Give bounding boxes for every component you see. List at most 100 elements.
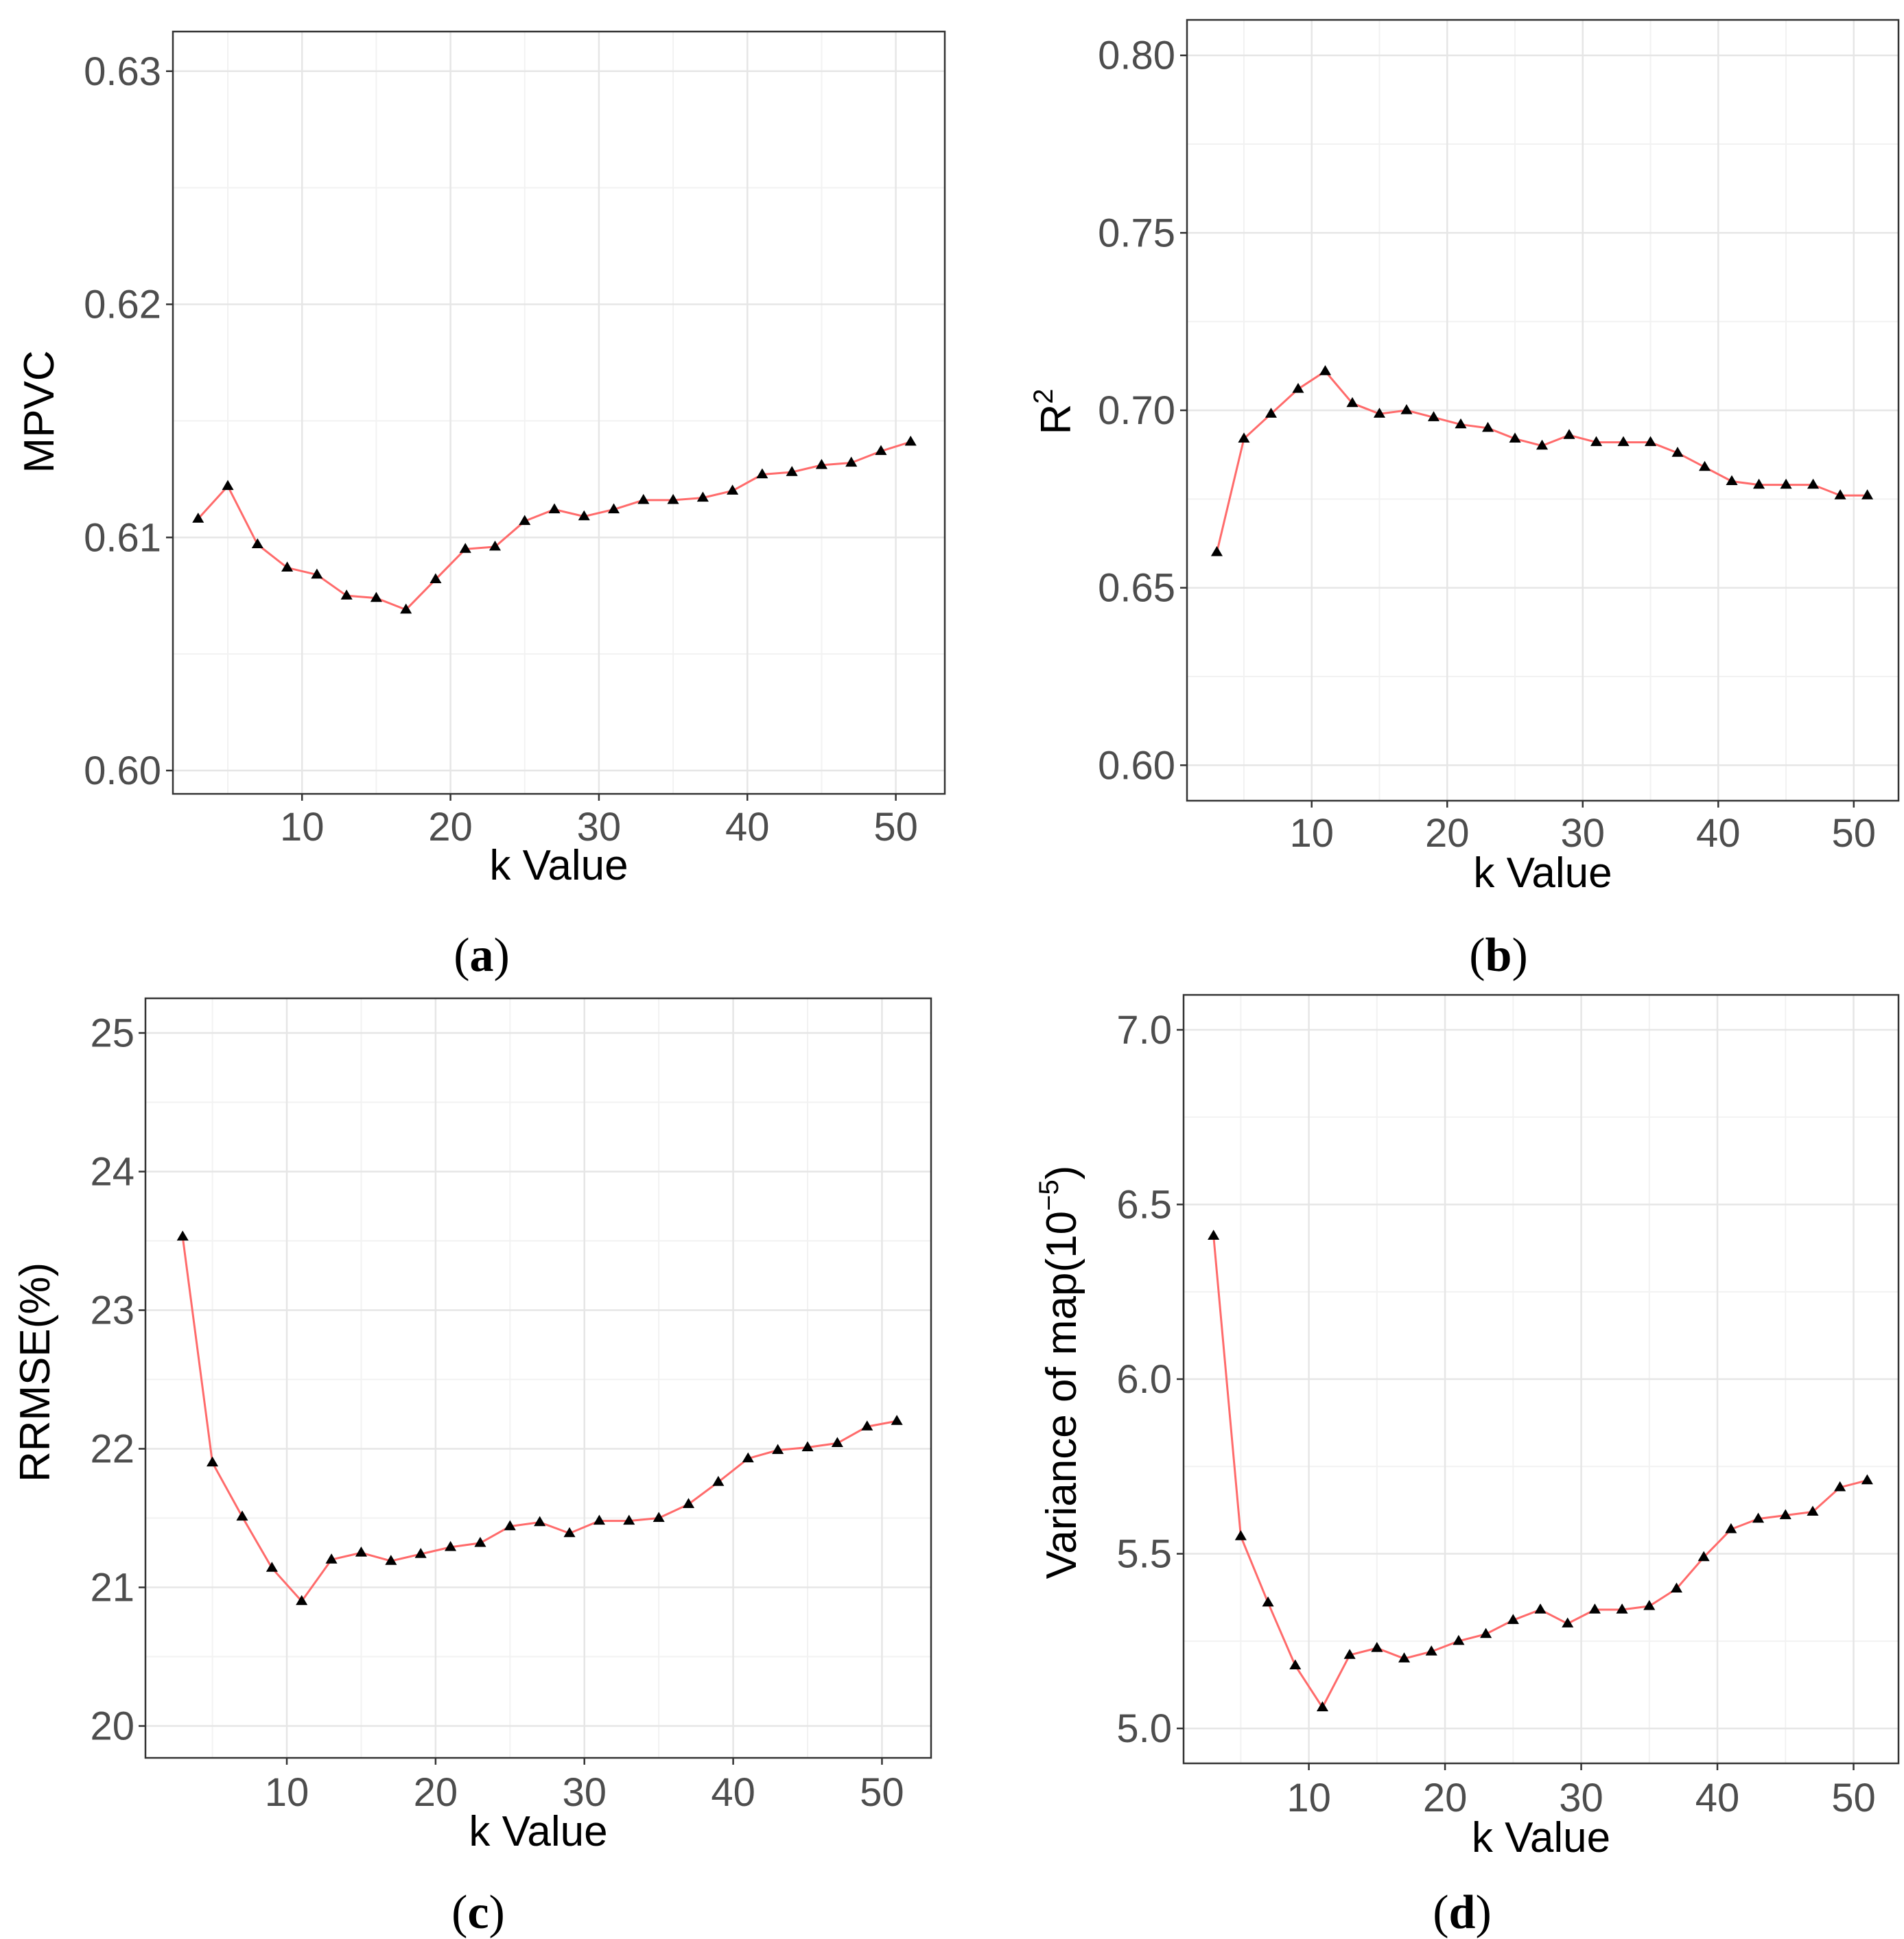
data-point-marker bbox=[578, 510, 590, 521]
data-point-marker bbox=[742, 1452, 754, 1463]
data-point-marker bbox=[1590, 436, 1603, 447]
plot-area bbox=[145, 998, 931, 1758]
data-point-marker bbox=[251, 538, 263, 548]
y-tick-label: 0.75 bbox=[1098, 211, 1175, 255]
x-axis-title: k Value bbox=[489, 842, 628, 889]
data-point-marker bbox=[623, 1514, 635, 1525]
data-point-marker bbox=[489, 540, 501, 551]
data-point-marker bbox=[1292, 383, 1304, 393]
panel-caption: (c) bbox=[451, 1886, 505, 1939]
data-point-marker bbox=[1807, 1505, 1819, 1516]
data-point-marker bbox=[176, 1230, 189, 1241]
data-point-marker bbox=[1536, 439, 1549, 450]
data-point-marker bbox=[430, 573, 442, 583]
data-point-marker bbox=[1725, 1523, 1737, 1533]
data-point-marker bbox=[266, 1562, 278, 1572]
data-point-marker bbox=[904, 436, 917, 446]
y-tick-label: 24 bbox=[90, 1150, 134, 1195]
y-tick-label: 0.65 bbox=[1098, 566, 1175, 611]
data-point-marker bbox=[1699, 460, 1711, 471]
data-point-marker bbox=[593, 1514, 605, 1525]
data-point-marker bbox=[1343, 1649, 1356, 1659]
data-point-marker bbox=[1373, 408, 1385, 418]
data-point-marker bbox=[712, 1476, 725, 1486]
data-point-marker bbox=[296, 1595, 308, 1606]
y-axis-title: RRMSE(%) bbox=[12, 1262, 59, 1482]
data-point-marker bbox=[414, 1548, 427, 1558]
data-point-marker bbox=[1861, 489, 1874, 500]
data-point-marker bbox=[1507, 1614, 1519, 1624]
y-tick-label: 23 bbox=[90, 1289, 134, 1333]
panel-caption: (b) bbox=[1469, 929, 1528, 982]
data-point-marker bbox=[563, 1527, 576, 1538]
panel-caption: (d) bbox=[1433, 1886, 1492, 1939]
data-point-marker bbox=[1834, 489, 1846, 500]
data-point-marker bbox=[1779, 1509, 1791, 1520]
data-point-marker bbox=[236, 1510, 248, 1521]
data-point-marker bbox=[801, 1441, 814, 1452]
data-point-marker bbox=[1453, 1634, 1465, 1645]
plot-border bbox=[144, 997, 932, 1759]
data-point-marker bbox=[1834, 1481, 1846, 1492]
data-point-marker bbox=[727, 484, 739, 495]
x-tick-label: 50 bbox=[1832, 811, 1877, 856]
data-point-marker bbox=[222, 480, 234, 491]
y-tick-label: 0.62 bbox=[84, 283, 161, 327]
x-axis-title: k Value bbox=[1473, 849, 1612, 897]
plot-border bbox=[172, 30, 946, 795]
y-tick-label: 0.61 bbox=[84, 515, 161, 560]
x-tick-label: 20 bbox=[414, 1770, 458, 1815]
data-point-marker bbox=[1425, 1645, 1437, 1656]
data-point-marker bbox=[696, 491, 709, 502]
data-point-marker bbox=[548, 503, 561, 514]
data-point-marker bbox=[1753, 478, 1765, 489]
data-point-marker bbox=[1346, 397, 1359, 408]
y-tick-label: 22 bbox=[90, 1427, 134, 1472]
panel-c: 20 21 22 23 24 25 10 20 30 40 50 k Value RRMSE(%) (c) bbox=[12, 997, 932, 1939]
y-tick-label: 0.80 bbox=[1098, 34, 1175, 78]
data-point-marker bbox=[207, 1456, 219, 1467]
y-tick-label: 5.5 bbox=[1116, 1532, 1172, 1577]
data-point-marker bbox=[1588, 1603, 1601, 1614]
x-axis-title: k Value bbox=[1472, 1814, 1610, 1861]
y-tick-label: 0.63 bbox=[84, 49, 161, 94]
y-tick-label: 5.0 bbox=[1116, 1706, 1172, 1751]
data-point-marker bbox=[845, 456, 858, 467]
data-point-marker bbox=[1670, 1582, 1682, 1593]
data-point-marker bbox=[1645, 436, 1657, 447]
y-tick-label: 0.60 bbox=[1098, 743, 1175, 788]
data-point-marker bbox=[786, 466, 798, 476]
x-tick-label: 10 bbox=[280, 805, 325, 849]
y-tick-label: 0.70 bbox=[1098, 388, 1175, 433]
x-tick-label: 10 bbox=[1286, 1776, 1331, 1820]
data-point-marker bbox=[1752, 1512, 1765, 1523]
y-tick-label: 25 bbox=[90, 1011, 134, 1056]
data-point-marker bbox=[1265, 408, 1277, 418]
y-tick-label: 21 bbox=[90, 1566, 134, 1610]
data-point-marker bbox=[519, 515, 531, 526]
x-tick-label: 20 bbox=[1425, 811, 1470, 856]
x-axis-title: k Value bbox=[469, 1808, 607, 1855]
data-point-marker bbox=[1316, 1701, 1328, 1712]
panel-d: 5.0 5.5 6.0 6.5 7.0 10 20 30 40 50 k Value Variance… bbox=[1034, 994, 1900, 1939]
data-point-marker bbox=[637, 493, 650, 504]
data-point-marker bbox=[891, 1415, 903, 1425]
data-point-marker bbox=[534, 1516, 546, 1527]
y-tick-label: 20 bbox=[90, 1704, 134, 1749]
data-point-marker bbox=[325, 1553, 338, 1564]
x-tick-label: 40 bbox=[711, 1770, 755, 1815]
data-point-marker bbox=[1262, 1596, 1274, 1607]
data-point-marker bbox=[875, 445, 887, 456]
data-point-marker bbox=[1616, 1603, 1628, 1614]
data-point-marker bbox=[1671, 447, 1684, 457]
panel-a: 0.60 0.61 0.62 0.63 10 20 30 40 50 k Value MPVC (a) bbox=[16, 30, 946, 982]
y-axis-title: R2 bbox=[1029, 388, 1080, 434]
panel-caption: (a) bbox=[454, 929, 510, 982]
x-tick-label: 50 bbox=[1831, 1776, 1876, 1820]
y-tick-label: 6.0 bbox=[1116, 1357, 1172, 1402]
x-tick-label: 20 bbox=[1423, 1776, 1468, 1820]
data-point-marker bbox=[1509, 432, 1521, 443]
data-point-marker bbox=[1319, 365, 1331, 375]
data-point-marker bbox=[1210, 545, 1223, 556]
